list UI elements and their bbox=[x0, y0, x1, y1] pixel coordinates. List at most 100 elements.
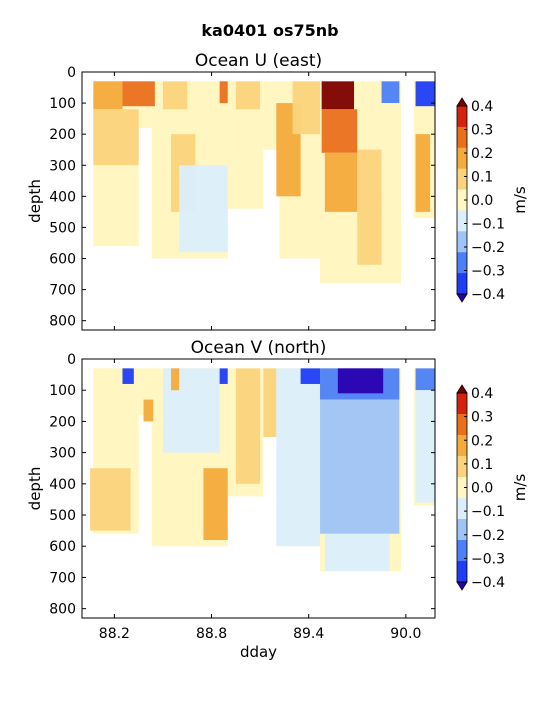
colorbar-bin bbox=[457, 106, 467, 128]
colorbar-tick-label: −0.1 bbox=[471, 217, 505, 233]
y-tick-label: 600 bbox=[49, 539, 76, 555]
heatmap-coverage-block bbox=[263, 81, 280, 150]
colorbar: 0.4 0.3 0.2 0.1 0.0 −0.1 −0.2 −0.3 −0.4 m/s bbox=[456, 384, 529, 591]
colorbar-label: m/s bbox=[511, 474, 529, 502]
colorbar-bin bbox=[457, 252, 467, 274]
colorbar: 0.4 0.3 0.2 0.1 0.0 −0.1 −0.2 −0.3 −0.4 m/s bbox=[456, 97, 529, 303]
y-tick-label: 100 bbox=[49, 96, 76, 112]
x-tick-label: 89.4 bbox=[293, 626, 324, 642]
heatmap-region bbox=[415, 81, 435, 107]
colorbar-tick-label: 0.4 bbox=[471, 99, 493, 115]
heatmap-region bbox=[337, 368, 384, 394]
figure-title: ka0401 os75nb bbox=[201, 21, 338, 40]
colorbar-extend-min bbox=[456, 581, 468, 591]
heatmap-region bbox=[171, 368, 180, 391]
heatmap-region bbox=[415, 390, 435, 503]
heatmap-region bbox=[93, 165, 131, 247]
y-tick-label: 0 bbox=[67, 65, 76, 81]
plot-frame bbox=[81, 358, 436, 619]
heatmap-region bbox=[381, 103, 400, 197]
y-tick-label: 100 bbox=[49, 383, 76, 399]
y-tick-label: 700 bbox=[49, 283, 76, 299]
heatmap-cells bbox=[90, 368, 435, 572]
y-tick-label: 500 bbox=[49, 220, 76, 236]
colorbar-bin bbox=[457, 498, 467, 520]
colorbar-tick-label: 0.1 bbox=[471, 457, 493, 473]
heatmap-region bbox=[162, 81, 188, 110]
y-tick-label: 800 bbox=[49, 602, 76, 618]
y-axis-label: depth bbox=[26, 179, 44, 223]
y-tick-label: 200 bbox=[49, 414, 76, 430]
heatmap-region bbox=[219, 81, 228, 104]
y-tick-label: 600 bbox=[49, 252, 76, 268]
colorbar-extend-max bbox=[456, 97, 468, 107]
heatmap-region bbox=[276, 368, 321, 547]
colorbar-tick-label: −0.2 bbox=[471, 528, 505, 544]
colorbar-tick-label: −0.3 bbox=[471, 264, 505, 280]
heatmap-region bbox=[90, 468, 131, 531]
y-tick-label: 500 bbox=[49, 508, 76, 524]
x-tick-label: 88.8 bbox=[196, 626, 227, 642]
colorbar-bin bbox=[457, 210, 467, 232]
heatmap-region bbox=[143, 399, 154, 422]
heatmap-region bbox=[122, 81, 155, 107]
colorbar-tick-label: 0.3 bbox=[471, 410, 493, 426]
heatmap-region bbox=[381, 81, 400, 104]
colorbar-bin bbox=[457, 168, 467, 190]
colorbar-tick-label: 0.2 bbox=[471, 146, 493, 162]
colorbar-tick-label: 0.3 bbox=[471, 123, 493, 139]
colorbar-tick-label: 0.0 bbox=[471, 193, 493, 209]
heatmap-region bbox=[263, 368, 277, 438]
colorbar-extend-min bbox=[456, 293, 468, 303]
heatmap-region bbox=[300, 368, 321, 384]
y-tick-label: 400 bbox=[49, 189, 76, 205]
colorbar-bin bbox=[457, 519, 467, 541]
y-tick-label: 200 bbox=[49, 127, 76, 143]
heatmap-region bbox=[93, 81, 123, 110]
chart-panel-2: Ocean V (north) 0 100 200 300 400 500 600 700 800… bbox=[26, 338, 529, 661]
colorbar-bin bbox=[457, 540, 467, 562]
x-tick-label: 90.0 bbox=[390, 626, 421, 642]
colorbar-bin bbox=[457, 231, 467, 253]
heatmap-region bbox=[203, 468, 228, 540]
colorbar-tick-label: 0.0 bbox=[471, 481, 493, 497]
heatmap-region bbox=[93, 109, 139, 166]
chart-title: Ocean U (east) bbox=[195, 51, 322, 71]
colorbar-tick-label: −0.1 bbox=[471, 504, 505, 520]
colorbar-extend-max bbox=[456, 384, 468, 394]
heatmap-region bbox=[415, 368, 435, 391]
colorbar-bin bbox=[457, 435, 467, 457]
colorbar-tick-label: −0.4 bbox=[471, 287, 505, 303]
x-axis-label: dday bbox=[240, 643, 277, 661]
colorbar-tick-label: −0.3 bbox=[471, 551, 505, 567]
heatmap-region bbox=[415, 134, 431, 212]
plot-frame bbox=[81, 71, 436, 331]
colorbar-bin bbox=[457, 126, 467, 149]
colorbar-tick-label: 0.1 bbox=[471, 170, 493, 186]
colorbar-bin bbox=[457, 456, 467, 478]
heatmap-region bbox=[179, 165, 228, 253]
colorbar-tick-label: 0.4 bbox=[471, 386, 493, 402]
colorbar-tick-label: −0.2 bbox=[471, 240, 505, 256]
heatmap-region bbox=[122, 368, 134, 384]
heatmap-region bbox=[235, 81, 261, 110]
colorbar-tick-label: −0.4 bbox=[471, 575, 505, 591]
heatmap-region bbox=[357, 149, 382, 265]
heatmap-region bbox=[292, 81, 321, 135]
colorbar-bin bbox=[457, 273, 467, 295]
y-tick-label: 800 bbox=[49, 314, 76, 330]
heatmap-region bbox=[321, 81, 355, 110]
x-tick-label: 88.2 bbox=[99, 626, 130, 642]
y-tick-label: 300 bbox=[49, 446, 76, 462]
heatmap-region bbox=[219, 368, 228, 384]
colorbar-bin bbox=[457, 561, 467, 583]
heatmap-region bbox=[320, 399, 400, 534]
heatmap-region bbox=[235, 368, 261, 484]
y-tick-label: 400 bbox=[49, 477, 76, 493]
y-tick-label: 700 bbox=[49, 570, 76, 586]
heatmap-region bbox=[324, 533, 390, 572]
colorbar-bin bbox=[457, 414, 467, 436]
colorbar-label: m/s bbox=[511, 186, 529, 214]
chart-title: Ocean V (north) bbox=[191, 338, 327, 358]
